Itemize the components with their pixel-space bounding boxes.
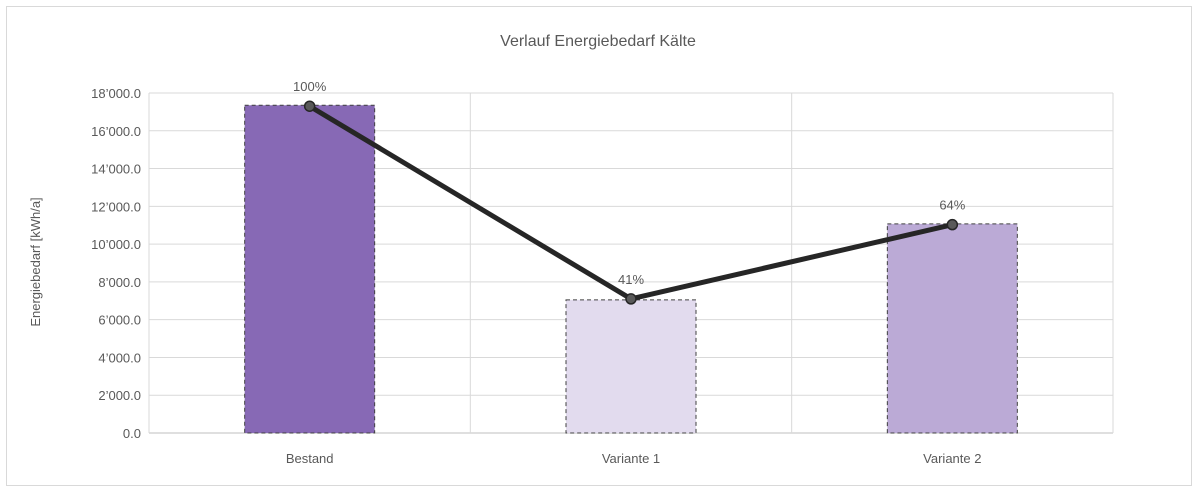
y-tick-label: 10’000.0 [91, 237, 141, 252]
y-tick-label: 14’000.0 [91, 162, 141, 177]
data-labels: 100% 41% 64% [293, 79, 966, 287]
y-tick-label: 4’000.0 [98, 350, 141, 365]
y-tick-label: 8’000.0 [98, 275, 141, 290]
line-point [946, 218, 959, 231]
bar [244, 104, 376, 434]
bar [565, 299, 697, 434]
bar [886, 223, 1018, 434]
y-tick-label: 12’000.0 [91, 199, 141, 214]
chart-title: Verlauf Energiebedarf Kälte [500, 33, 696, 50]
bars [244, 104, 1018, 434]
line-series [308, 104, 953, 302]
data-label: 64% [939, 198, 965, 213]
percentage-line [303, 100, 959, 305]
data-label: 41% [618, 272, 644, 287]
y-tick-label: 6’000.0 [98, 313, 141, 328]
y-axis-label: Energiebedarf [kWh/a] [28, 197, 43, 326]
y-tick-labels: 0.0 2’000.0 4’000.0 6’000.0 8’000.0 10’000.0 1… [91, 86, 141, 441]
y-tick-label: 0.0 [123, 426, 141, 441]
y-tick-label: 2’000.0 [98, 388, 141, 403]
category-labels: Bestand Variante 1 Variante 2 [286, 451, 982, 466]
data-label: 100% [293, 79, 327, 94]
line-point [303, 100, 316, 112]
category-label: Variante 2 [923, 451, 981, 466]
category-label: Variante 1 [602, 451, 660, 466]
line-point [625, 293, 637, 305]
y-tick-label: 18’000.0 [91, 86, 141, 101]
category-label: Bestand [286, 451, 334, 466]
y-tick-label: 16’000.0 [91, 124, 141, 139]
